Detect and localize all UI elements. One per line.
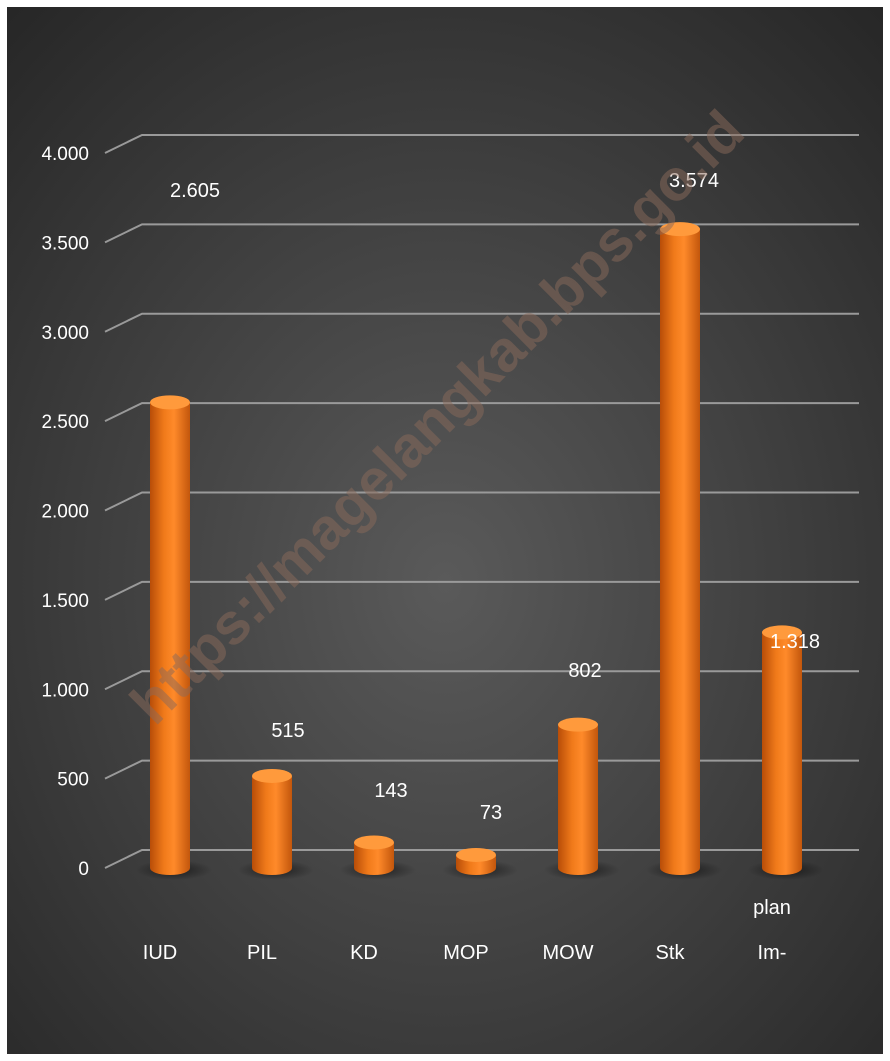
- grid-layer: [104, 134, 859, 869]
- data-label: 3.574: [669, 170, 719, 192]
- category-label: Stk: [656, 942, 686, 964]
- data-label: 1.318: [770, 631, 820, 653]
- y-tick-label: 500: [57, 770, 89, 791]
- data-label: 143: [374, 780, 407, 802]
- gridline: [104, 670, 859, 691]
- bar-body: [252, 775, 292, 875]
- bar: [340, 835, 416, 880]
- bar-top: [456, 847, 496, 862]
- bar-body: [558, 724, 598, 875]
- bar-top: [762, 625, 802, 640]
- chart-background: [7, 7, 883, 1054]
- chart-frame: 0 500 1.000 1.500 2.000 2.500 3.000 3.500 4.000 2…: [7, 7, 883, 1054]
- y-tick-label: 2.500: [41, 412, 89, 433]
- category-label: KD: [350, 942, 378, 964]
- bar-top: [354, 835, 394, 850]
- bars-layer: [136, 222, 824, 880]
- y-tick-label: 1.000: [41, 680, 89, 701]
- y-tick-label: 0: [78, 859, 89, 880]
- bar: [748, 625, 824, 880]
- gridline: [104, 580, 859, 601]
- bar-body: [762, 632, 802, 875]
- data-label: 73: [480, 802, 502, 824]
- bar: [238, 768, 314, 880]
- category-label: PIL: [247, 942, 277, 964]
- gridline: [104, 849, 859, 869]
- bar-top: [252, 768, 292, 783]
- bar: [442, 847, 518, 880]
- y-tick-label: 3.500: [41, 233, 89, 254]
- gridline: [104, 402, 859, 423]
- y-tick-label: 4.000: [41, 144, 89, 165]
- bar-top: [150, 395, 190, 410]
- gridline: [104, 759, 859, 780]
- y-tick-label: 3.000: [41, 323, 89, 344]
- y-tick-label: 2.000: [41, 502, 89, 523]
- bar-body: [150, 402, 190, 875]
- bar-chart: 0 500 1.000 1.500 2.000 2.500 3.000 3.500 4.000 2…: [7, 7, 883, 1054]
- data-label: 802: [568, 660, 601, 682]
- category-label: MOW: [542, 942, 593, 964]
- gridline: [104, 134, 859, 154]
- labels-layer: 0 500 1.000 1.500 2.000 2.500 3.000 3.500 4.000 2…: [41, 144, 820, 964]
- bar-top: [660, 222, 700, 237]
- data-label: 515: [271, 720, 304, 742]
- y-tick-label: 1.500: [41, 591, 89, 612]
- bar-body: [660, 229, 700, 875]
- bar: [136, 395, 212, 880]
- category-label: plan: [753, 897, 791, 919]
- category-label: Im-: [758, 942, 787, 964]
- gridline: [104, 223, 859, 244]
- bar: [544, 717, 620, 880]
- gridline: [104, 491, 859, 512]
- bar: [646, 222, 722, 880]
- category-label: MOP: [443, 942, 489, 964]
- bar-body: [354, 842, 394, 875]
- gridline: [104, 312, 859, 333]
- bar-top: [558, 717, 598, 732]
- data-label: 2.605: [170, 180, 220, 202]
- category-label: IUD: [143, 942, 177, 964]
